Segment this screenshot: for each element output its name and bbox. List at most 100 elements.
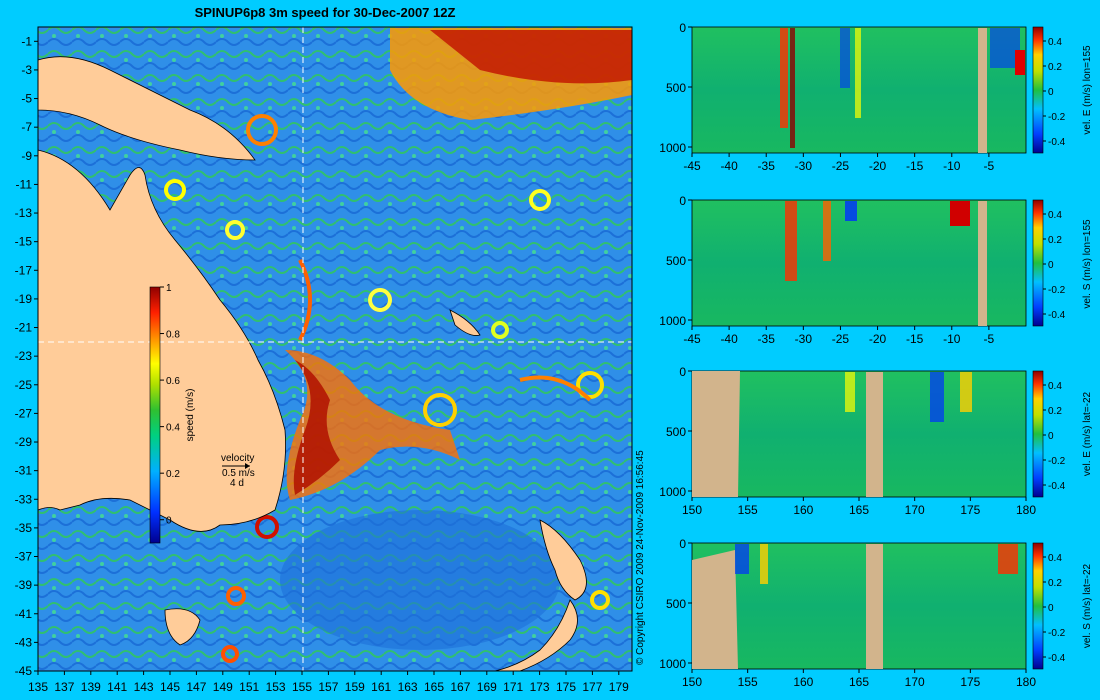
map-x-tick-label: 141: [107, 680, 127, 694]
section-colorbar-tick-label: 0: [1048, 87, 1054, 98]
map-y-tick-label: -1: [21, 34, 32, 48]
map-south-ocean-calm: [280, 510, 560, 650]
speed-colorbar-tick-label: 0.4: [166, 423, 180, 434]
section-x-tick-label: 150: [682, 675, 702, 689]
map-panel: SPINUP6p8 3m speed for 30-Dec-2007 12Z 1…: [15, 5, 633, 694]
section-colorbar-tick-label: 0.4: [1048, 381, 1062, 392]
map-y-tick-label: -39: [15, 578, 33, 592]
section-x-tick-label: -40: [720, 332, 738, 346]
map-y-tick-label: -37: [15, 550, 33, 564]
new-guinea: [37, 56, 256, 161]
map-y-tick-label: -45: [15, 664, 33, 678]
section-x-tick-label: 175: [960, 675, 980, 689]
section-2-features: [785, 201, 987, 326]
section-x-tick-label: -30: [795, 332, 813, 346]
map-x-tick-label: 173: [530, 680, 550, 694]
speed-colorbar-scale: [149, 286, 161, 544]
section-x-tick-label: 175: [960, 503, 980, 517]
speed-colorbar-label: speed (m/s): [185, 389, 196, 442]
map-eddies: [164, 114, 610, 663]
speed-colorbar-tick-label: 0.6: [166, 376, 180, 387]
section-colorbar-tick-label: 0: [1048, 603, 1054, 614]
section-x-tick-label: 150: [682, 503, 702, 517]
speed-colorbar: 0 0.2 0.4 0.6 0.8 1 speed (m/s): [149, 283, 196, 544]
map-x-tick-label: 167: [450, 680, 470, 694]
map-x-tick-label: 169: [477, 680, 497, 694]
section-3-colorbar-label: vel. E (m/s) lat=-22: [1082, 391, 1093, 476]
land: [37, 56, 587, 672]
map-x-tick-label: 145: [160, 680, 180, 694]
australia: [37, 149, 286, 532]
map-y-tick-label: -33: [15, 492, 33, 506]
section-y-tick-label: 0: [679, 537, 686, 551]
section-x-tick-label: 170: [905, 675, 925, 689]
section-panel-4: 150 155 160 165 170 175 180 0 500 1000 0.4 0.2 0 -0…: [659, 537, 1093, 689]
section-colorbar-tick-label: 0.4: [1048, 210, 1062, 221]
speed-colorbar-tick-label: 0: [166, 516, 172, 527]
section-colorbar-tick-label: 0.2: [1048, 235, 1062, 246]
map-x-tick-label: 137: [54, 680, 74, 694]
section-x-tick-label: 170: [905, 503, 925, 517]
map-y-tick-label: -29: [15, 435, 33, 449]
section-x-tick-label: 165: [849, 675, 869, 689]
section-colorbar-tick-label: -0.2: [1048, 112, 1066, 123]
map-y-ticks: -1 -3 -5 -7 -9 -11 -13 -15 -17 -19 -21 -23 -25 -27 -29…: [15, 34, 38, 678]
section-y-tick-label: 500: [666, 425, 686, 439]
map-y-tick-label: -5: [21, 92, 32, 106]
section-panel-2: -45 -40 -35 -30 -25 -20 -15 -10 -5 0 500 1000 0.4 0…: [659, 194, 1093, 346]
speed-colorbar-tick-label: 1: [166, 283, 172, 294]
section-x-tick-label: 155: [738, 503, 758, 517]
map-y-tick-label: -15: [15, 235, 33, 249]
map-y-tick-label: -7: [21, 120, 32, 134]
section-y-tick-label: 1000: [659, 485, 686, 499]
section-panel-1: -45 -40 -35 -30 -25 -20 -15 -10 -5 0 500 1000 0.4 0…: [659, 21, 1093, 173]
map-x-tick-label: 161: [371, 680, 391, 694]
section-1-colorbar-label: vel. E (m/s) lon=155: [1082, 45, 1093, 135]
map-x-tick-label: 143: [134, 680, 154, 694]
section-x-tick-label: -5: [984, 332, 995, 346]
section-colorbar-tick-label: -0.2: [1048, 628, 1066, 639]
section-x-tick-label: -10: [943, 159, 961, 173]
velocity-key-label: velocity: [221, 453, 254, 464]
tasmania: [164, 608, 201, 646]
section-colorbar-tick-label: 0.2: [1048, 406, 1062, 417]
speed-colorbar-tick-label: 0.2: [166, 469, 180, 480]
map-y-tick-label: -23: [15, 349, 33, 363]
section-panel-3: 150 155 160 165 170 175 180 0 500 1000 0.4 0.2 0 -0…: [659, 365, 1093, 517]
section-colorbar-tick-label: -0.2: [1048, 456, 1066, 467]
section-colorbar-tick-label: -0.2: [1048, 285, 1066, 296]
section-x-tick-label: -25: [832, 159, 850, 173]
velocity-key-duration: 4 d: [230, 478, 244, 489]
copyright-text: © Copyright CSIRO 2009 24-Nov-2009 16:56…: [635, 450, 646, 665]
map-x-tick-label: 175: [556, 680, 576, 694]
speed-colorbar-ticks: 0 0.2 0.4 0.6 0.8 1: [160, 283, 180, 527]
section-4-colorbar-label: vel. S (m/s) lat=-22: [1082, 563, 1093, 648]
section-3-features: [692, 371, 972, 497]
section-x-tick-label: -40: [720, 159, 738, 173]
map-y-tick-label: -25: [15, 378, 33, 392]
map-y-tick-label: -41: [15, 607, 33, 621]
velocity-key: velocity 0.5 m/s 4 d: [221, 453, 255, 489]
speed-colorbar-tick-label: 0.8: [166, 330, 180, 341]
section-4-features: [692, 544, 1018, 669]
section-x-tick-label: -45: [683, 159, 701, 173]
section-x-tick-label: -25: [832, 332, 850, 346]
section-y-tick-label: 1000: [659, 314, 686, 328]
velocity-key-arrowhead: [245, 463, 250, 469]
section-x-tick-label: -15: [906, 332, 924, 346]
section-x-tick-label: -20: [869, 332, 887, 346]
map-x-tick-label: 171: [503, 680, 523, 694]
section-x-tick-label: -35: [758, 332, 776, 346]
map-y-tick-label: -19: [15, 292, 33, 306]
section-colorbar-tick-label: -0.4: [1048, 653, 1066, 664]
section-y-tick-label: 1000: [659, 657, 686, 671]
section-colorbar-tick-label: -0.4: [1048, 137, 1066, 148]
new-zealand-north: [539, 519, 587, 601]
map-y-tick-label: -17: [15, 263, 33, 277]
section-y-tick-label: 0: [679, 365, 686, 379]
section-y-tick-label: 0: [679, 21, 686, 35]
section-x-tick-label: -35: [758, 159, 776, 173]
map-x-tick-label: 153: [266, 680, 286, 694]
section-y-tick-label: 0: [679, 194, 686, 208]
